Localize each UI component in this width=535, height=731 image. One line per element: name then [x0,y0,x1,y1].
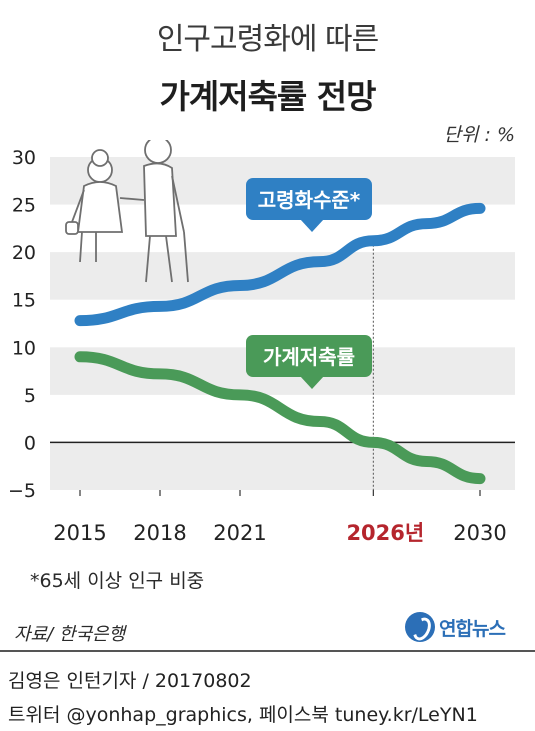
x-tick-label: 2030 [453,521,506,545]
y-tick-label: 10 [12,337,36,359]
credit-author: 김영은 인턴기자 / 20170802 [8,670,252,692]
source-label: 자료/ 한국은행 [14,624,126,645]
credit-social: 트위터 @yonhap_graphics, 페이스북 tuney.kr/LeYN… [8,704,478,726]
unit-label: 단위 : % [443,124,516,146]
savings-series-label: 가계저축률 [263,345,355,369]
chart-title-line1: 인구고령화에 따른 [156,22,379,57]
elderly-couple-icon [65,140,189,283]
grid-bands [50,157,515,490]
footnote: *65세 이상 인구 비중 [30,570,205,592]
yonhap-logo-icon [405,612,435,642]
x-axis-ticks: 2015 2018 2021 2026년 2030 [53,490,507,545]
y-tick-label: 30 [12,147,36,169]
aging-series-callout: 고령화수준* [246,178,372,232]
aging-series-label: 고령화수준* [258,188,361,212]
y-tick-label: 0 [24,432,36,454]
series-lines [74,202,486,485]
y-tick-label: 20 [12,242,36,264]
x-tick-label: 2026년 [346,521,424,545]
y-tick-label: 5 [24,385,36,407]
aging-level-line [74,202,486,327]
savings-series-callout: 가계저축률 [246,335,372,389]
x-tick-label: 2015 [53,521,106,545]
household-savings-line [74,351,486,485]
x-tick-label: 2018 [133,521,186,545]
y-tick-label: 15 [12,290,36,312]
y-tick-label: 25 [12,195,36,217]
y-tick-label: −5 [8,480,36,502]
publisher-logo: 연합뉴스 [405,610,506,644]
credit-bar: 김영은 인턴기자 / 20170802 트위터 @yonhap_graphics… [0,650,535,731]
x-tick-label: 2021 [213,521,266,545]
logo-text: 연합뉴스 [439,617,506,640]
y-axis-ticks: 30 25 20 15 10 5 0 −5 [8,147,36,502]
chart-title-line2: 가계저축률 전망 [159,77,376,116]
